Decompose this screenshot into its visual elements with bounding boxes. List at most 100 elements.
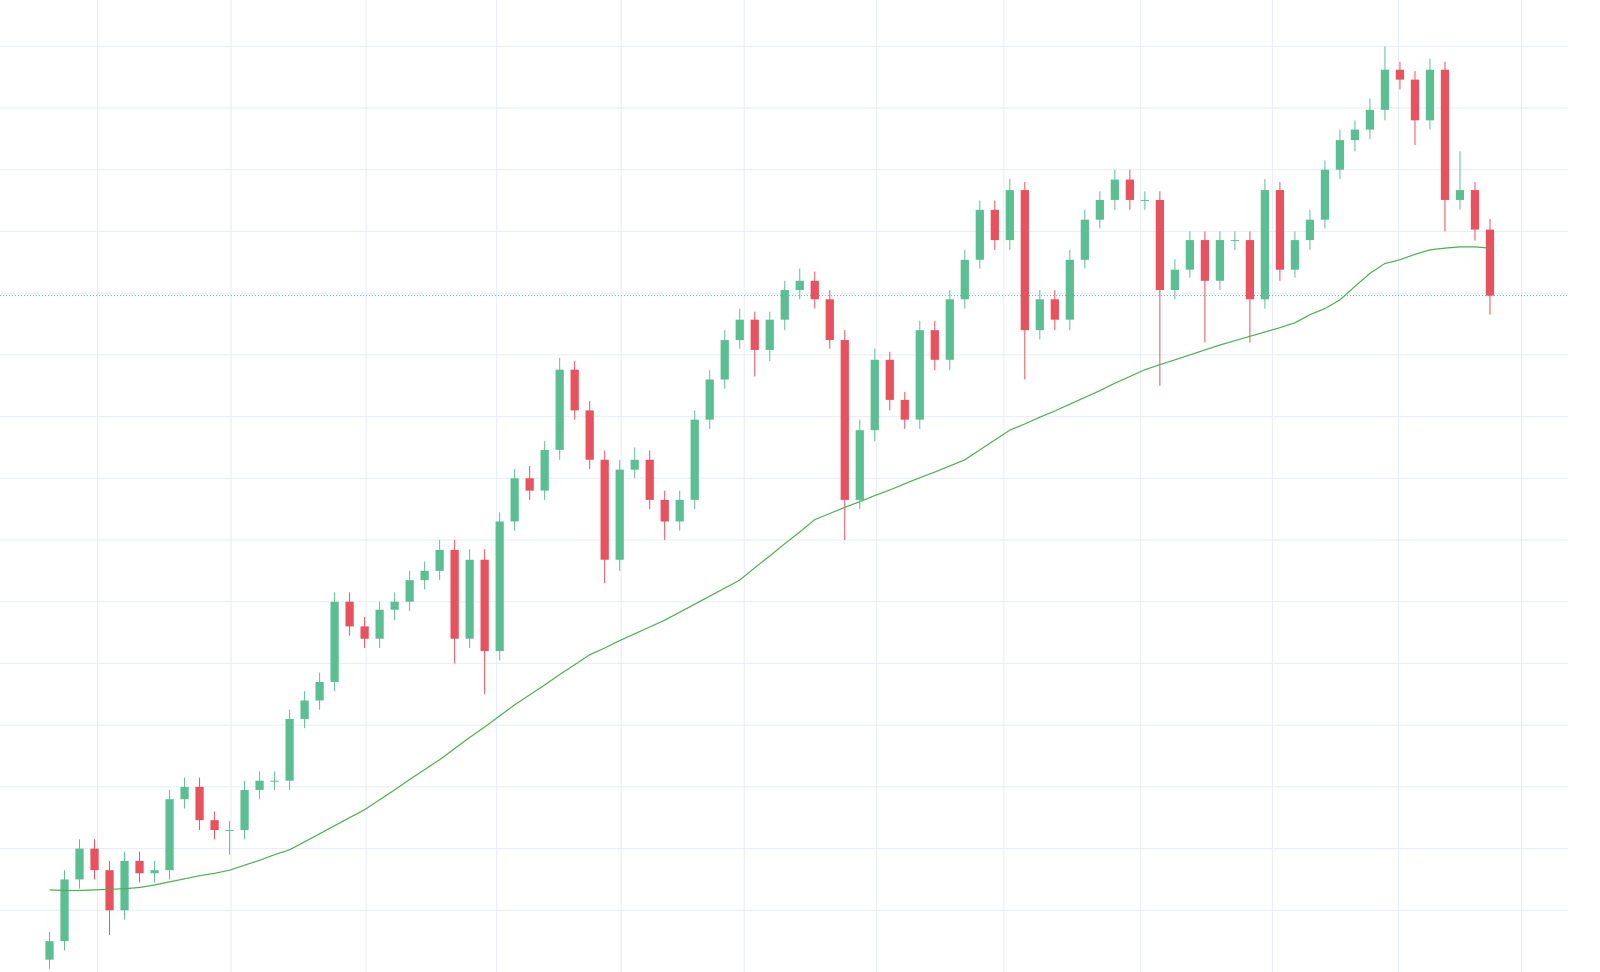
candle-body [495,521,504,652]
candle-body [855,430,864,500]
candle-body [465,559,474,639]
candle-body [1050,299,1059,320]
candle-body [585,410,594,460]
candle-body [525,478,534,491]
candle-body [345,601,354,627]
candle-body [660,499,669,522]
candle-body [915,330,924,420]
candle-body [1350,129,1360,141]
candle-body [480,559,489,652]
candle-body [135,860,144,874]
candle-body [1335,140,1345,170]
candle-body [330,601,339,682]
candle-body [825,299,834,341]
candle-body [105,870,114,911]
candle-body [300,700,309,719]
candle-body [120,860,129,911]
candle-body [960,259,969,300]
candle-body [210,820,219,831]
candle-body [240,789,249,831]
candle-body [795,280,804,291]
candle-body [1455,190,1465,200]
candle-body [750,319,759,350]
candle-body [975,209,984,260]
candle-body [270,780,279,782]
candle-body [1080,219,1089,260]
candle-body [1290,240,1300,270]
candle-body [930,330,939,360]
candle-body [1170,269,1180,291]
candle-body [1305,219,1315,241]
candle-body [165,799,174,871]
candle-body [285,718,294,781]
candle-body [720,340,729,380]
candle-body [630,459,639,470]
candle-body [1485,229,1495,296]
candle-body [570,369,579,411]
candle-body [90,848,99,871]
candle-body [1470,190,1480,230]
candle-body [735,319,744,341]
candle-body [885,359,894,400]
candle-body [540,449,549,491]
candle-body [1410,79,1420,121]
candle-body [1245,240,1255,300]
candle-body [780,290,789,320]
candle-body [810,280,819,300]
candle-body [1380,69,1390,110]
candle-body [420,570,429,581]
candle-body [45,941,54,960]
candle-body [765,319,774,350]
candle-body [1215,240,1225,281]
candle-body [690,419,699,500]
candle-body [615,469,624,560]
candle-body [1260,190,1270,300]
candle-body [1095,199,1104,220]
candle-body [555,369,564,450]
candle-body [1275,190,1285,270]
candle-body [60,879,69,942]
candle-body [450,549,459,639]
candle-body [1005,190,1014,241]
candle-body [675,499,684,522]
candle-body [1020,190,1029,331]
candle-body [360,626,369,639]
candle-body [1110,179,1119,200]
candle-body [375,609,384,639]
candle-body [1065,259,1074,320]
candle-body [1440,69,1450,200]
candle-body [150,870,159,874]
candle-body [645,459,654,500]
candle-body [1125,179,1134,200]
candle-body [900,399,909,420]
candle-body [945,299,954,360]
candle-body [75,848,84,880]
candle-body [1035,299,1044,331]
candle-body [1395,69,1405,80]
candle-body [1185,240,1195,270]
candle-body [435,549,444,571]
candle-body [705,379,714,420]
candle-body [405,580,414,602]
candle-body [510,478,519,522]
candle-body [1365,109,1375,130]
candle-body [600,459,609,560]
candle-body [1200,240,1210,281]
candle-body [195,786,204,821]
candle-body [1425,69,1435,121]
candle-body [1155,199,1164,291]
candle-body [1320,169,1330,220]
candle-body [315,681,324,701]
moving-average-line [49,246,1491,892]
candle-body [870,359,879,431]
candle-body [1230,240,1240,242]
candle-body [255,780,264,790]
candle-body [1140,199,1149,201]
candle-body [390,601,399,610]
candle-body [180,786,189,800]
candle-body [990,209,999,241]
candle-body [840,340,849,500]
candle-body [225,830,234,832]
